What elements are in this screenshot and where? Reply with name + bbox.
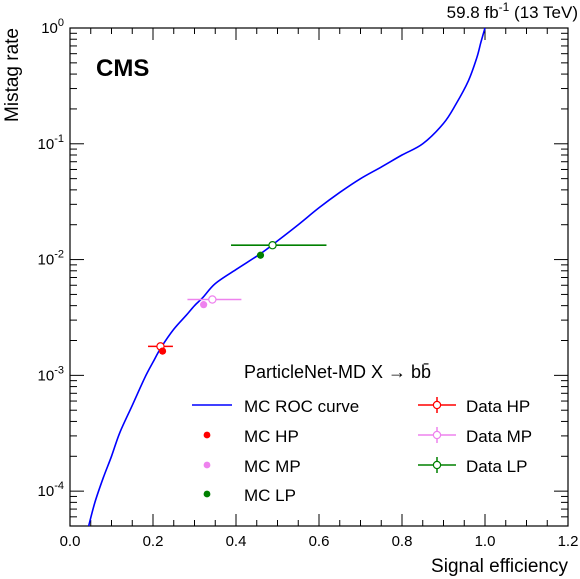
y-tick-label: 10-1: [38, 133, 64, 153]
x-tick-label: 0.4: [226, 533, 247, 550]
legend: ParticleNet-MD X → bb̄ MC ROC curve MC H…: [192, 362, 532, 505]
roc-curve-line: [87, 27, 486, 527]
y-tick-label: 10-4: [38, 480, 64, 500]
mc-hp-marker: [158, 347, 167, 355]
x-tick-label: 0.6: [309, 533, 330, 550]
legend-mc-lp-marker: [203, 490, 211, 498]
y-tick-label: 10-2: [38, 249, 64, 269]
roc-curve: [87, 27, 486, 527]
efficiency-points: [148, 241, 327, 355]
data-mp-marker: [208, 295, 217, 304]
legend-data-lp-label: Data LP: [466, 457, 527, 476]
legend-title: ParticleNet-MD X → bb̄: [244, 362, 431, 382]
y-axis-label: Mistag rate: [2, 28, 23, 122]
x-tick-label: 0.2: [143, 533, 164, 550]
legend-mc-hp-marker: [203, 431, 211, 439]
plot-frame: [69, 27, 569, 527]
legend-mc-lp-label: MC LP: [244, 486, 296, 505]
legend-mc-mp-label: MC MP: [244, 457, 301, 476]
data-lp-marker: [268, 241, 277, 250]
legend-data-lp-marker: [418, 457, 456, 473]
mc-lp-marker: [256, 251, 265, 259]
legend-data-mp-label: Data MP: [466, 427, 532, 446]
x-tick-label: 1.2: [558, 533, 579, 550]
y-tick-label: 10-3: [38, 364, 64, 384]
legend-roc-label: MC ROC curve: [244, 397, 359, 416]
x-tick-label: 0.0: [60, 533, 81, 550]
axis-ticks: 0.0 0.2 0.4 0.6 0.8 1.0 1.2 100 10-1 10-2 10-3 10-4: [38, 17, 579, 550]
legend-data-hp-marker: [418, 397, 456, 413]
y-tick-label: 100: [41, 17, 64, 37]
legend-mc-mp-marker: [203, 461, 211, 469]
x-tick-label: 0.8: [392, 533, 413, 550]
x-axis-label: Signal efficiency: [431, 556, 568, 577]
legend-mc-hp-label: MC HP: [244, 427, 299, 446]
mc-mp-marker: [200, 301, 208, 309]
x-tick-label: 1.0: [475, 533, 496, 550]
legend-data-mp-marker: [418, 427, 456, 443]
legend-data-hp-label: Data HP: [466, 397, 530, 416]
luminosity-label: 59.8 fb-1 (13 TeV): [447, 0, 578, 22]
experiment-label: CMS: [96, 55, 149, 82]
